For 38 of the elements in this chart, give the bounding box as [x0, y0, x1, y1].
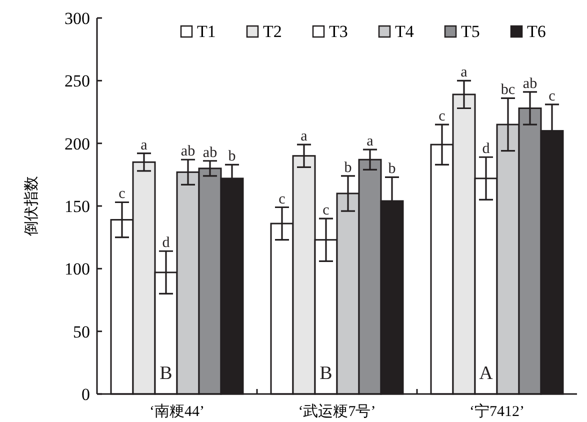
y-tick-label: 300: [64, 9, 90, 28]
legend-label: T2: [263, 22, 282, 41]
data-label: c: [118, 186, 126, 202]
data-label: ab: [522, 76, 538, 92]
data-label: c: [548, 88, 556, 104]
data-label: a: [366, 134, 374, 150]
data-label: b: [228, 148, 236, 165]
data-label: c: [278, 191, 286, 208]
data-label: bc: [500, 82, 516, 98]
data-label: b: [388, 161, 396, 178]
data-label: b: [344, 160, 352, 176]
data-label: c: [438, 108, 446, 125]
y-tick-label: 100: [64, 260, 90, 279]
data-label: ab: [180, 144, 196, 160]
legend-label: T4: [395, 22, 414, 41]
x-tick-label: ‘南粳44’: [150, 403, 204, 420]
data-label: c: [322, 202, 330, 219]
y-tick-label: 150: [64, 197, 90, 216]
y-tick-label: 250: [64, 72, 90, 91]
y-tick-label: 0: [82, 385, 90, 404]
annotation: B: [160, 362, 172, 384]
legend-label: T6: [527, 22, 546, 41]
data-label: ab: [202, 144, 218, 161]
y-tick-label: 50: [73, 322, 90, 342]
annotation: B: [320, 362, 332, 384]
x-tick-label: ‘宁7412’: [470, 403, 524, 420]
data-label: a: [140, 137, 148, 154]
data-label: a: [460, 64, 468, 81]
data-label: d: [482, 141, 490, 158]
data-label: d: [162, 235, 170, 252]
legend-label: T3: [329, 22, 348, 41]
data-label: a: [300, 128, 308, 145]
y-axis-title: 倒伏指数: [23, 176, 40, 236]
x-tick-label: ‘武运粳7号’: [298, 403, 376, 420]
annotation: A: [479, 362, 494, 384]
y-tick-label: 200: [64, 134, 90, 154]
legend-label: T1: [197, 22, 216, 41]
legend-label: T5: [461, 22, 480, 41]
